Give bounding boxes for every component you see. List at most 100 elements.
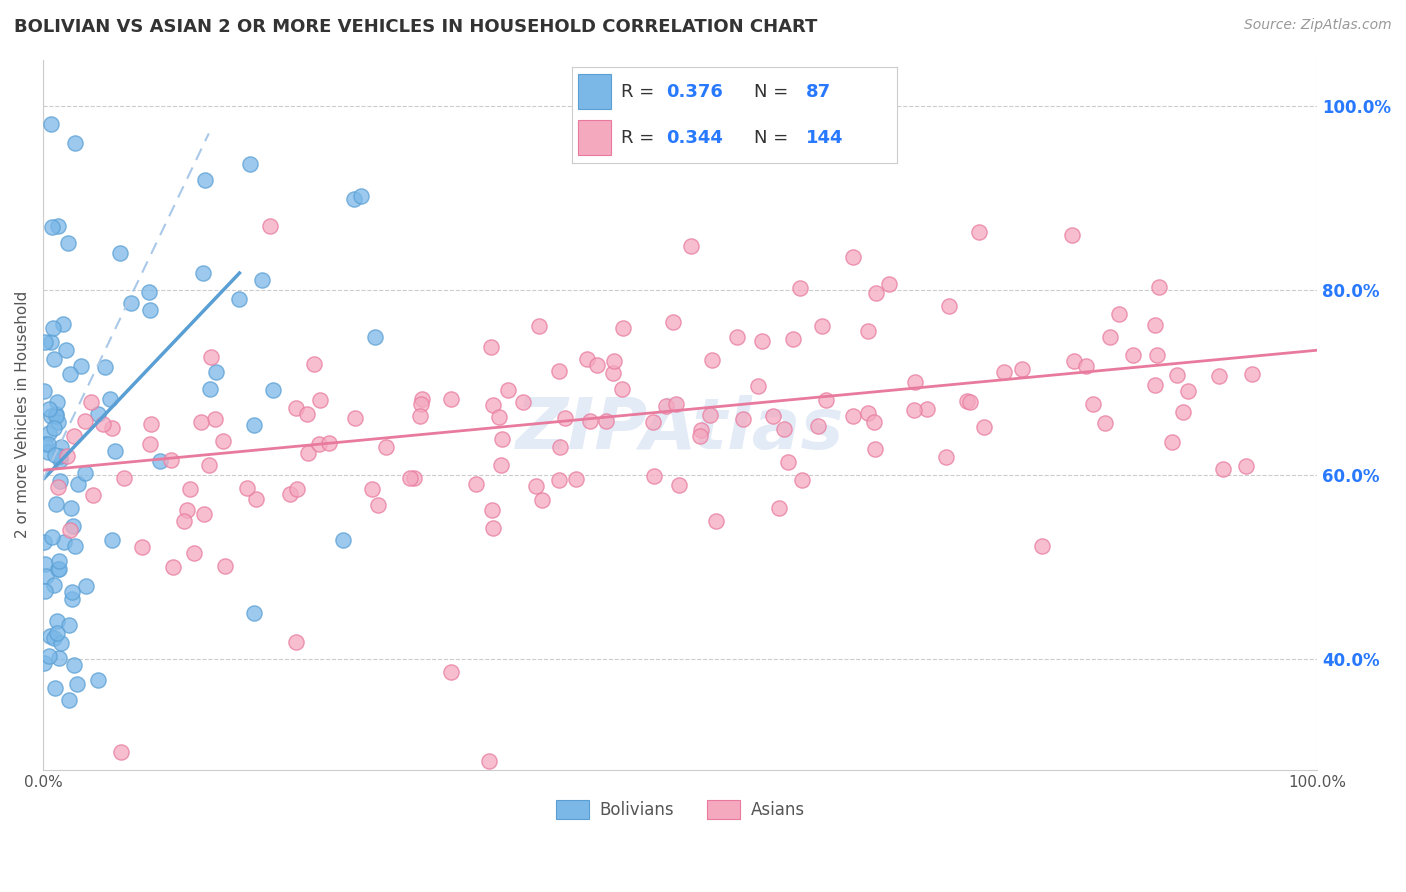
Text: BOLIVIAN VS ASIAN 2 OR MORE VEHICLES IN HOUSEHOLD CORRELATION CHART: BOLIVIAN VS ASIAN 2 OR MORE VEHICLES IN … bbox=[14, 18, 817, 36]
Point bbox=[858, 407, 880, 421]
Point bbox=[250, 273, 273, 287]
Point bbox=[42, 420, 65, 434]
Point bbox=[332, 533, 354, 547]
Point bbox=[361, 482, 384, 496]
Point bbox=[46, 614, 69, 628]
Point bbox=[1063, 354, 1085, 368]
Point bbox=[98, 392, 121, 407]
Point bbox=[782, 332, 804, 346]
Point bbox=[44, 448, 66, 462]
Point bbox=[162, 559, 184, 574]
Point bbox=[139, 302, 162, 317]
Point bbox=[93, 359, 115, 374]
Point bbox=[42, 352, 65, 367]
Point bbox=[689, 423, 711, 437]
Point bbox=[44, 681, 66, 695]
Point bbox=[228, 292, 250, 306]
Point bbox=[679, 239, 702, 253]
Point bbox=[285, 401, 308, 415]
Point bbox=[488, 409, 510, 424]
Point bbox=[37, 437, 59, 451]
Point bbox=[526, 479, 548, 493]
Point bbox=[37, 445, 59, 459]
Point bbox=[1062, 227, 1084, 242]
Point bbox=[586, 359, 609, 373]
Point bbox=[204, 412, 226, 426]
Point bbox=[73, 414, 96, 428]
Point bbox=[112, 471, 135, 485]
Point bbox=[194, 172, 217, 186]
Point bbox=[856, 325, 879, 339]
Point bbox=[63, 429, 86, 443]
Point bbox=[243, 607, 266, 621]
Point bbox=[1146, 348, 1168, 362]
Point bbox=[725, 330, 748, 344]
Point bbox=[318, 435, 340, 450]
Point bbox=[69, 359, 91, 373]
Point bbox=[297, 407, 319, 421]
Point bbox=[34, 584, 56, 599]
Point bbox=[131, 540, 153, 554]
Text: ZIPAtlas: ZIPAtlas bbox=[516, 394, 845, 464]
Point bbox=[200, 350, 222, 364]
Point bbox=[193, 507, 215, 521]
Point bbox=[38, 402, 60, 417]
Point bbox=[190, 415, 212, 429]
Point bbox=[842, 250, 865, 264]
Point bbox=[39, 409, 62, 423]
Point bbox=[1099, 330, 1122, 344]
Point bbox=[762, 409, 785, 423]
Point bbox=[349, 188, 371, 202]
Point bbox=[138, 437, 160, 451]
Point bbox=[45, 409, 67, 423]
Point bbox=[959, 394, 981, 409]
Point bbox=[662, 314, 685, 328]
Point bbox=[1074, 359, 1097, 373]
Point bbox=[1166, 368, 1188, 382]
Point bbox=[1143, 378, 1166, 392]
Point bbox=[1240, 367, 1263, 381]
Point bbox=[120, 296, 142, 310]
Point bbox=[1144, 318, 1167, 332]
Point bbox=[101, 533, 124, 547]
Point bbox=[768, 500, 790, 515]
Point bbox=[903, 403, 925, 417]
Point bbox=[602, 366, 624, 380]
Point bbox=[245, 491, 267, 506]
Point bbox=[842, 409, 865, 423]
Point bbox=[409, 397, 432, 411]
Point bbox=[1177, 384, 1199, 399]
Point bbox=[865, 285, 887, 300]
Y-axis label: 2 or more Vehicles in Household: 2 or more Vehicles in Household bbox=[15, 291, 30, 539]
Point bbox=[440, 392, 463, 406]
Point bbox=[80, 395, 103, 409]
Point bbox=[46, 562, 69, 576]
Point bbox=[308, 392, 330, 407]
Point bbox=[39, 117, 62, 131]
Point bbox=[973, 419, 995, 434]
Point bbox=[1108, 307, 1130, 321]
Point bbox=[63, 136, 86, 150]
Point bbox=[262, 383, 284, 397]
Point bbox=[489, 458, 512, 473]
Point bbox=[179, 483, 201, 497]
Point bbox=[778, 455, 800, 469]
Point bbox=[34, 557, 56, 571]
Point bbox=[1122, 349, 1144, 363]
Point bbox=[34, 437, 56, 451]
Point bbox=[138, 285, 160, 300]
Point bbox=[302, 357, 325, 371]
Point bbox=[700, 353, 723, 368]
Point bbox=[877, 277, 900, 291]
Point bbox=[790, 473, 813, 487]
Point bbox=[48, 554, 70, 568]
Point bbox=[904, 375, 927, 389]
Point bbox=[1011, 362, 1033, 376]
Point bbox=[1081, 397, 1104, 411]
Point bbox=[481, 502, 503, 516]
Point bbox=[200, 382, 222, 396]
Point bbox=[1147, 280, 1170, 294]
Point bbox=[548, 364, 571, 378]
Point bbox=[55, 343, 77, 357]
Point bbox=[747, 378, 769, 392]
